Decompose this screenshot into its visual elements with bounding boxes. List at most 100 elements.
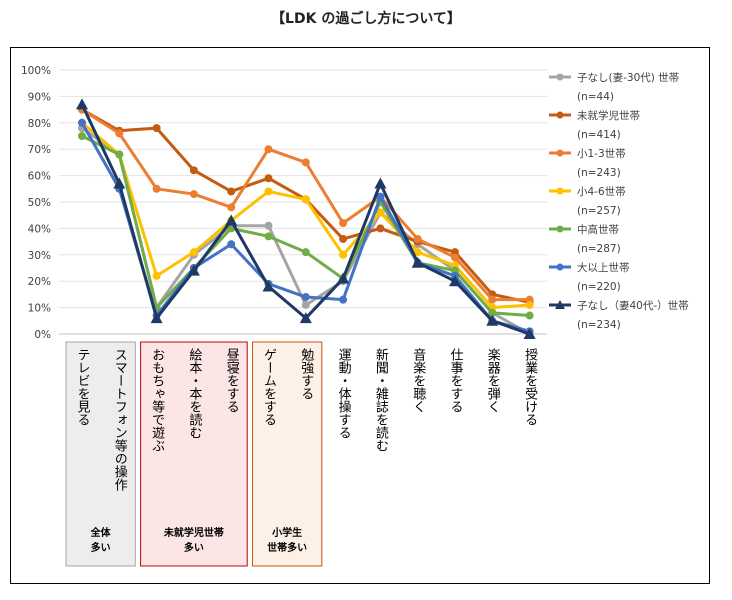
data-point-5-8 xyxy=(376,192,385,201)
data-point-5-0 xyxy=(78,118,86,127)
y-tick-label-2: 20% xyxy=(28,276,51,288)
annotation-label-2-0: 小学生 xyxy=(271,526,302,539)
x-category-label-9: 音楽を聴く xyxy=(410,347,426,413)
legend-label-3: 小4-6世帯 xyxy=(577,185,626,198)
data-point-4-12 xyxy=(525,311,534,320)
x-category-label-1: スマートフォン等の操作 xyxy=(112,348,128,491)
data-point-6-10 xyxy=(449,275,461,287)
x-category-label-7: 運動・体操する xyxy=(336,348,352,439)
data-point-6-1 xyxy=(113,177,126,189)
x-category-label-11: 楽器を弾く xyxy=(485,347,501,413)
data-point-2-9 xyxy=(413,234,422,243)
y-tick-label-10: 100% xyxy=(21,65,51,77)
legend-n-6: (n=234) xyxy=(577,319,621,331)
x-category-label-12: 授業を受ける xyxy=(522,348,538,426)
data-point-6-3 xyxy=(187,264,200,276)
x-category-label-3: 絵本・本を読む xyxy=(186,348,202,439)
annotation-box-1 xyxy=(140,341,248,567)
data-point-2-2 xyxy=(152,184,161,193)
legend-marker-6 xyxy=(555,300,565,309)
data-point-2-4 xyxy=(227,203,236,212)
data-point-3-6 xyxy=(301,195,310,204)
legend-marker-4 xyxy=(556,225,564,233)
data-point-3-12 xyxy=(525,300,534,309)
data-point-2-11 xyxy=(488,295,497,304)
data-point-0-6 xyxy=(301,300,310,309)
data-point-6-8 xyxy=(374,177,387,189)
y-tick-label-1: 10% xyxy=(28,303,51,315)
data-point-6-4 xyxy=(225,214,238,226)
x-category-label-0: テレビを見る xyxy=(75,348,91,426)
data-point-5-4 xyxy=(227,240,236,249)
data-point-2-3 xyxy=(189,190,198,199)
data-point-1-2 xyxy=(152,124,161,133)
x-category-label-4: 昼寝をする xyxy=(224,348,240,413)
data-point-4-6 xyxy=(301,248,310,257)
legend-marker-5 xyxy=(556,263,564,271)
data-point-2-5 xyxy=(264,145,273,154)
legend-label-4: 中高世帯 xyxy=(577,223,619,236)
annotation-label-2-1: 世帯多い xyxy=(267,541,307,554)
legend-n-3: (n=257) xyxy=(577,205,621,217)
annotation-label-1-1: 多い xyxy=(184,541,204,554)
legend-label-6: 子なし（妻40代-）世帯 xyxy=(577,299,689,312)
y-tick-label-4: 40% xyxy=(28,223,51,235)
x-category-label-2: おもちゃ等で遊ぶ xyxy=(149,348,165,452)
legend-label-2: 小1-3世帯 xyxy=(577,147,626,160)
data-point-4-5 xyxy=(264,232,273,241)
data-point-2-10 xyxy=(451,253,459,262)
y-tick-label-8: 80% xyxy=(28,118,51,130)
y-tick-label-3: 30% xyxy=(28,250,51,262)
data-point-3-3 xyxy=(189,248,198,257)
data-point-4-0 xyxy=(78,132,86,140)
data-point-3-7 xyxy=(339,250,348,259)
data-point-0-5 xyxy=(264,221,273,230)
data-point-6-5 xyxy=(262,280,275,292)
y-tick-label-7: 70% xyxy=(28,144,51,156)
data-point-6-6 xyxy=(299,312,312,324)
data-point-6-9 xyxy=(411,256,424,268)
data-point-1-7 xyxy=(339,234,348,243)
y-tick-label-5: 50% xyxy=(28,197,51,209)
legend-label-5: 大以上世帯 xyxy=(577,261,630,274)
y-tick-label-9: 90% xyxy=(28,91,51,103)
legend-n-0: (n=44) xyxy=(577,91,614,103)
legend-n-5: (n=220) xyxy=(577,281,621,293)
legend-n-1: (n=414) xyxy=(577,129,621,141)
data-point-3-8 xyxy=(376,208,385,217)
data-point-3-9 xyxy=(413,248,422,257)
annotation-label-1-0: 未就学児世帯 xyxy=(163,526,224,539)
data-point-4-11 xyxy=(488,308,497,317)
chart-frame: 全体 多い 未就学児世帯 多い 小学生 世帯多い 0% 10% 20% 30% 40% 50% 60% 7… xyxy=(10,47,710,584)
data-point-2-6 xyxy=(301,158,310,167)
data-point-1-4 xyxy=(227,187,236,196)
data-point-1-5 xyxy=(264,174,273,183)
chart-title: 【LDK の過ごし方について】 xyxy=(271,11,461,27)
data-point-3-5 xyxy=(264,187,273,196)
annotation-label-0-1: 多い xyxy=(91,541,111,554)
legend-marker-2 xyxy=(556,149,564,157)
legend-n-4: (n=287) xyxy=(577,243,621,255)
x-category-label-5: ゲームをする xyxy=(261,348,277,426)
data-point-1-3 xyxy=(189,166,198,175)
legend-n-2: (n=243) xyxy=(577,167,621,179)
data-point-2-1 xyxy=(115,129,124,138)
legend-label-1: 未就学児世帯 xyxy=(577,109,640,122)
data-point-5-6 xyxy=(301,293,310,302)
data-point-1-8 xyxy=(376,224,385,233)
legend-marker-3 xyxy=(556,187,564,195)
x-category-label-8: 新聞・雑誌を読む xyxy=(373,347,389,452)
data-point-6-0 xyxy=(76,98,88,110)
annotation-box-2 xyxy=(252,341,323,567)
data-point-3-2 xyxy=(152,271,161,280)
legend-marker-1 xyxy=(556,111,564,119)
legend-label-0: 子なし(妻-30代) 世帯 xyxy=(577,71,679,84)
x-category-label-10: 仕事をする xyxy=(448,348,464,413)
data-point-6-7 xyxy=(337,272,350,284)
data-point-5-7 xyxy=(339,295,348,304)
legend-marker-0 xyxy=(556,73,564,81)
annotation-box-0 xyxy=(65,341,136,567)
data-point-6-12 xyxy=(523,328,536,339)
data-point-4-1 xyxy=(115,150,124,159)
